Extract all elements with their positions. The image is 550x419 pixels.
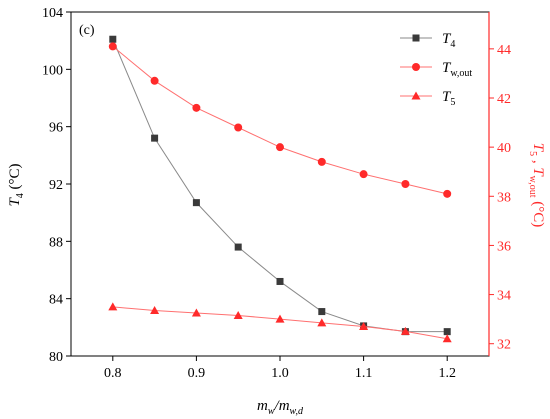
legend-label: Tw,out [442,60,472,79]
right-y-tick-label: 36 [497,239,511,254]
right-y-tick-label: 44 [497,43,511,58]
data-point [108,302,118,311]
data-point [151,134,159,142]
series-layer [108,35,452,343]
legend-entry: T4 [400,31,455,50]
right-y-axis: 32 34 36 38 40 42 44 [489,43,511,353]
legend: T4 Tw,out T5 [400,31,472,108]
right-y-tick-label: 34 [497,289,511,304]
legend-label: T4 [442,31,455,50]
series-line [112,306,448,340]
data-point [276,143,284,152]
series-0 [109,35,451,336]
right-y-tick-label: 32 [497,338,511,353]
data-point [108,42,117,51]
series-line [112,39,448,333]
data-point [192,103,201,112]
legend-entry: Tw,out [400,60,472,79]
data-point [150,76,159,85]
data-point [442,334,452,343]
data-point [150,306,160,315]
legend-marker [412,63,420,71]
right-y-tick-label: 42 [497,92,511,107]
x-tick-label: 0.8 [104,366,122,381]
data-point [192,199,200,207]
left-y-axis: 80 84 88 92 96 100 104 [42,6,71,365]
series-2 [108,302,452,343]
left-y-tick-label: 84 [49,293,63,308]
x-tick-label: 1.0 [271,366,289,381]
data-point [401,180,410,188]
left-y-axis-title: T4 (°C) [7,163,26,206]
data-point [400,326,410,335]
x-axis-title: mw/mw,d [257,398,304,417]
data-point [191,308,201,317]
right-y-tick-label: 40 [497,141,511,156]
legend-entry: T5 [400,89,455,108]
x-tick-label: 1.1 [355,366,373,381]
series-line [112,46,448,195]
legend-label: T5 [442,89,455,108]
data-point [109,35,117,43]
panel-label: (c) [79,23,95,38]
left-y-tick-label: 96 [49,121,63,136]
data-point [318,308,326,316]
series-1 [108,42,452,198]
data-point [276,277,284,285]
left-y-tick-label: 92 [49,178,63,193]
data-point [317,318,327,327]
data-point [443,189,452,198]
legend-marker [411,91,421,100]
x-tick-label: 1.2 [438,366,456,381]
left-y-tick-label: 100 [42,63,63,78]
x-axis: 0.8 0.9 1.0 1.1 1.2 [104,356,456,381]
legend-marker [412,34,420,42]
right-y-tick-label: 38 [497,190,511,205]
left-y-tick-label: 88 [49,235,63,250]
data-point [443,328,451,336]
data-point [234,123,243,132]
data-point [359,170,368,179]
data-point [359,322,369,331]
data-point [317,157,326,166]
right-y-axis-title: T5 , Tw,out (°C) [527,143,546,228]
data-point [234,243,242,251]
data-point [275,314,285,323]
left-y-tick-label: 104 [42,6,63,21]
x-tick-label: 0.9 [188,366,206,381]
data-point [233,310,243,319]
left-y-tick-label: 80 [49,350,63,365]
